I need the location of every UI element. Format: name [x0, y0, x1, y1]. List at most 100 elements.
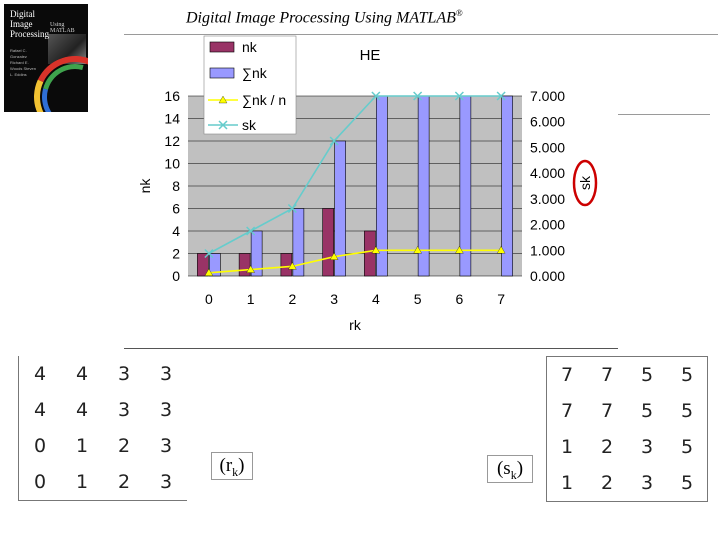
bar-nk: [197, 253, 209, 277]
sk-point: [371, 91, 381, 101]
sk-point: [287, 203, 297, 214]
bar-cumulative-nk: [459, 95, 472, 277]
y2-tick-label: 6.000: [530, 114, 565, 130]
sk-line: [208, 95, 502, 255]
input-matrix-cell: 3: [117, 399, 131, 421]
legend-swatch-sk-marker: [218, 120, 228, 130]
input-matrix-cell: 1: [75, 471, 89, 493]
cdf-point: [204, 268, 214, 276]
x-tick-label: 7: [497, 291, 505, 307]
y2-tick-label: 3.000: [530, 191, 565, 207]
cdf-point: [288, 262, 297, 270]
output-matrix-cell: 5: [680, 472, 694, 494]
cdf-point: [371, 245, 381, 254]
x-tick-label: 0: [205, 291, 213, 307]
output-matrix-cell: 3: [640, 436, 654, 458]
y-tick-label: 14: [164, 111, 180, 127]
sk-point: [204, 248, 214, 259]
bar-nk: [280, 253, 293, 277]
cdf-point: [413, 245, 422, 254]
chart-title: HE: [360, 47, 381, 64]
legend-label: ∑nk: [242, 65, 268, 81]
input-matrix-row: 4 4 3 3: [19, 356, 188, 392]
y2-tick-label: 2.000: [530, 217, 565, 233]
registered-mark: ®: [455, 8, 463, 18]
legend-swatch-nk: [209, 41, 235, 53]
input-matrix-cell: 3: [117, 363, 131, 385]
legend-swatch-cumulative: [209, 67, 235, 79]
input-matrix-row: 4 4 3 3: [19, 392, 188, 428]
y2-axis-label: sk: [577, 175, 593, 190]
y-tick-label: 12: [164, 133, 180, 149]
y-tick-label: 16: [164, 88, 180, 104]
y2-tick-label: 0.000: [530, 268, 565, 284]
sk-point: [413, 91, 423, 101]
cdf-point: [496, 245, 506, 254]
output-matrix-cell: 7: [560, 400, 574, 422]
input-matrix-cell: 2: [117, 435, 131, 457]
output-matrix-cell: 1: [560, 436, 574, 458]
bar-nk: [238, 253, 251, 277]
y2-tick-label: 1.000: [530, 242, 565, 258]
y-tick-label: 0: [172, 268, 180, 284]
output-matrix-cell: 5: [640, 400, 654, 422]
legend-swatch-cdf-marker: [218, 95, 228, 104]
sk-point: [329, 136, 339, 146]
input-matrix-cell: 1: [75, 435, 89, 457]
bar-cumulative-nk: [209, 253, 221, 277]
bar-cumulative-nk: [376, 95, 388, 277]
input-matrix-cell: 0: [33, 435, 47, 457]
bar-cumulative-nk: [250, 230, 263, 277]
output-matrix-cell: 3: [640, 472, 654, 494]
output-matrix-cell: 7: [600, 400, 614, 422]
output-matrix-cell: 5: [680, 436, 694, 458]
header-divider: [124, 34, 718, 35]
input-matrix-row: 0 1 2 3: [19, 464, 188, 501]
y2-tick-label: 7.000: [530, 88, 565, 104]
right-divider: [618, 114, 710, 115]
y-tick-label: 2: [172, 246, 180, 262]
page-title: Digital Image Processing Using MATLAB®: [186, 8, 463, 27]
input-matrix-cell: 4: [33, 399, 47, 421]
bar-cumulative-nk: [417, 95, 430, 277]
input-matrix-cell: 3: [159, 399, 173, 421]
input-matrix-cell: 0: [33, 471, 47, 493]
y2-tick-label: 5.000: [530, 139, 565, 155]
output-matrix-row: 7 7 5 5: [547, 393, 708, 429]
output-matrix-cell: 5: [680, 400, 694, 422]
input-matrix-cell: 4: [75, 363, 89, 385]
legend-box: [203, 35, 297, 135]
x-tick-label: 5: [414, 291, 422, 307]
output-matrix: 7 7 5 5 7 7 5 5 1 2 3 5 1 2 3 5: [546, 356, 708, 502]
sk-point: [454, 91, 464, 101]
x-tick-label: 2: [288, 291, 296, 307]
x-tick-label: 4: [372, 291, 380, 307]
cdf-line: [208, 249, 502, 274]
section-divider: [124, 348, 618, 349]
cover-title: Digital Image Processing: [10, 9, 49, 39]
output-matrix-row: 1 2 3 5: [547, 429, 708, 465]
bar-nk: [322, 208, 334, 277]
output-matrix-row: 1 2 3 5: [547, 465, 708, 502]
x-tick-label: 6: [455, 291, 463, 307]
cdf-point: [246, 265, 255, 273]
bar-cumulative-nk: [501, 95, 513, 277]
cdf-point: [329, 252, 339, 260]
book-cover-image: Digital Image Processing Using MATLAB Ra…: [4, 4, 88, 112]
bar-cumulative-nk: [292, 208, 305, 277]
input-matrix-cell: 2: [117, 471, 131, 493]
y-tick-label: 6: [172, 201, 180, 217]
output-matrix-cell: 2: [600, 472, 614, 494]
sk-label: (sk): [487, 455, 533, 483]
output-matrix-cell: 5: [640, 364, 654, 386]
cover-authors: Rafael C. Gonzalez Richard E. Woods Stev…: [10, 48, 36, 77]
x-tick-label: 3: [330, 291, 338, 307]
y-tick-label: 4: [172, 223, 180, 239]
input-matrix: 4 4 3 3 4 4 3 3 0 1 2 3 0 1 2 3: [18, 356, 187, 501]
y-tick-label: 10: [164, 156, 180, 172]
y-axis-label: nk: [137, 178, 153, 194]
rk-label: (rk): [211, 452, 253, 480]
input-matrix-cell: 3: [159, 471, 173, 493]
output-matrix-cell: 7: [600, 364, 614, 386]
input-matrix-cell: 3: [159, 435, 173, 457]
